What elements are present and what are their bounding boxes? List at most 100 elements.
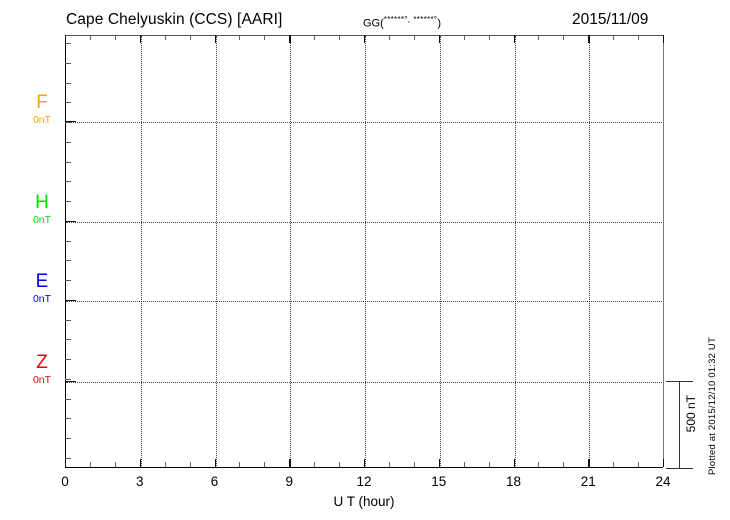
component-baseline-value: 0nT: [22, 214, 62, 226]
baseline-gridline: [66, 301, 664, 302]
x-tick-label: 0: [61, 474, 69, 489]
vertical-gridline: [440, 36, 441, 468]
y-minor-tick: [65, 241, 71, 242]
scale-bar-stem: [679, 381, 680, 469]
vertical-gridline: [216, 36, 217, 468]
x-minor-tick-top: [165, 35, 166, 40]
x-minor-tick-top: [563, 35, 564, 40]
x-tick-label: 18: [506, 474, 521, 489]
x-minor-tick-top: [90, 35, 91, 40]
x-minor-tick-top: [339, 35, 340, 40]
x-minor-tick: [115, 462, 116, 467]
x-major-tick-top: [663, 35, 664, 43]
y-minor-tick: [65, 339, 71, 340]
x-minor-tick: [165, 462, 166, 467]
baseline-gridline: [66, 122, 664, 123]
y-minor-tick: [65, 162, 71, 163]
x-major-tick: [140, 459, 141, 467]
page-title: Cape Chelyuskin (CCS) [AARI]: [66, 11, 282, 29]
component-letter: E: [22, 272, 62, 291]
y-minor-tick: [65, 320, 71, 321]
scale-bar-label: 500 nT: [684, 395, 698, 432]
vertical-gridline: [290, 36, 291, 468]
x-minor-tick: [389, 462, 390, 467]
x-axis-title: U T (hour): [333, 494, 394, 509]
y-minor-tick: [65, 181, 71, 182]
x-minor-tick: [190, 462, 191, 467]
y-minor-tick: [65, 458, 71, 459]
x-minor-tick: [264, 462, 265, 467]
x-minor-tick-top: [115, 35, 116, 40]
x-minor-tick: [563, 462, 564, 467]
plot-area: [65, 35, 663, 467]
x-major-tick: [514, 459, 515, 467]
x-tick-label: 6: [211, 474, 219, 489]
x-major-tick-top: [364, 35, 365, 43]
component-label-e: E 0nT: [22, 272, 62, 305]
y-major-tick: [65, 300, 76, 301]
x-minor-tick-top: [389, 35, 390, 40]
x-major-tick: [364, 459, 365, 467]
x-minor-tick-top: [239, 35, 240, 40]
y-minor-tick: [65, 379, 71, 380]
y-minor-tick: [65, 418, 71, 419]
component-letter: F: [22, 93, 62, 112]
component-letter: Z: [22, 353, 62, 372]
coord-system-label: GG: [363, 18, 380, 30]
x-minor-tick: [90, 462, 91, 467]
magnetogram-page: Cape Chelyuskin (CCS) [AARI] GG(******°,…: [0, 0, 730, 520]
component-baseline-value: 0nT: [22, 114, 62, 126]
chart-header: Cape Chelyuskin (CCS) [AARI] GG(******°,…: [0, 0, 730, 35]
x-axis-line: [65, 467, 663, 468]
x-minor-tick-top: [190, 35, 191, 40]
x-major-tick-top: [215, 35, 216, 43]
y-minor-tick: [65, 142, 71, 143]
geographic-coordinates: GG(******°, ******°): [363, 15, 441, 30]
x-minor-tick: [339, 462, 340, 467]
x-tick-label: 3: [136, 474, 144, 489]
x-major-tick-top: [439, 35, 440, 43]
component-baseline-value: 0nT: [22, 293, 62, 305]
x-tick-label: 24: [655, 474, 670, 489]
y-minor-tick: [65, 260, 71, 261]
x-minor-tick: [538, 462, 539, 467]
y-minor-tick: [65, 438, 71, 439]
x-minor-tick-top: [613, 35, 614, 40]
x-minor-tick: [464, 462, 465, 467]
x-tick-label: 15: [431, 474, 446, 489]
vertical-gridline: [515, 36, 516, 468]
x-minor-tick: [414, 462, 415, 467]
x-minor-tick-top: [538, 35, 539, 40]
x-tick-label: 21: [581, 474, 596, 489]
x-minor-tick: [613, 462, 614, 467]
x-major-tick: [588, 459, 589, 467]
vertical-gridline: [365, 36, 366, 468]
x-tick-label: 9: [285, 474, 293, 489]
x-minor-tick-top: [314, 35, 315, 40]
x-major-tick: [439, 459, 440, 467]
y-minor-tick: [65, 280, 71, 281]
x-major-tick: [289, 459, 290, 467]
x-minor-tick-top: [638, 35, 639, 40]
x-major-tick: [215, 459, 216, 467]
x-minor-tick-top: [264, 35, 265, 40]
component-label-h: H 0nT: [22, 193, 62, 226]
x-major-tick-top: [514, 35, 515, 43]
x-major-tick: [65, 459, 66, 467]
x-major-tick-top: [65, 35, 66, 43]
coord-longitude: ******°: [413, 15, 437, 24]
component-label-z: Z0nT: [22, 353, 62, 386]
y-minor-tick: [65, 399, 71, 400]
y-minor-tick: [65, 83, 71, 84]
y-minor-tick: [65, 102, 71, 103]
y-major-tick: [65, 121, 76, 122]
x-minor-tick: [638, 462, 639, 467]
component-letter: H: [22, 193, 62, 212]
plotted-at-timestamp: Plotted at 2015/12/10 01:32 UT: [707, 337, 718, 475]
y-major-tick: [65, 221, 76, 222]
x-major-tick: [663, 459, 664, 467]
y-minor-tick: [65, 201, 71, 202]
vertical-gridline: [589, 36, 590, 468]
scale-bar-bottom-cap: [666, 468, 693, 469]
baseline-gridline: [66, 222, 664, 223]
